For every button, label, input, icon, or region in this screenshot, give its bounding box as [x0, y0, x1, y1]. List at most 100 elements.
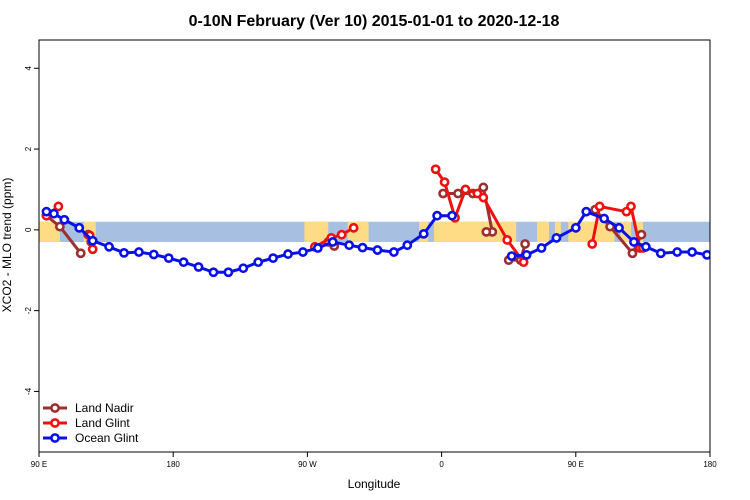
- legend-item: Land Glint: [43, 416, 130, 430]
- data-point: [599, 213, 610, 224]
- series-line: [434, 168, 525, 264]
- x-tick-label: 0: [439, 460, 444, 469]
- legend-label: Land Nadir: [75, 401, 134, 415]
- data-point: [75, 248, 86, 259]
- data-point: [336, 229, 347, 240]
- data-point: [672, 247, 683, 257]
- data-point: [388, 247, 399, 257]
- data-point: [447, 210, 457, 221]
- data-point: [418, 228, 429, 239]
- data-point: [134, 247, 144, 257]
- series-land-glint: [41, 164, 648, 268]
- data-point: [453, 188, 463, 199]
- data-point: [478, 182, 489, 193]
- land-region: [304, 221, 329, 242]
- land-region: [537, 221, 549, 242]
- data-point: [430, 164, 441, 175]
- legend-item: Land Nadir: [43, 401, 134, 415]
- data-point: [163, 253, 174, 264]
- data-point: [439, 177, 450, 188]
- y-axis: -4 -2 0 2 4: [24, 66, 39, 395]
- y-axis-label: XCO2 - MLO trend (ppm): [0, 178, 14, 313]
- data-point: [627, 248, 638, 259]
- data-point: [594, 201, 605, 212]
- legend-label: Land Glint: [75, 416, 130, 430]
- data-point: [702, 249, 710, 260]
- data-point: [478, 192, 489, 203]
- data-point: [283, 249, 293, 259]
- data-point: [87, 244, 98, 255]
- x-axis-label: Longitude: [348, 477, 401, 491]
- data-point: [148, 249, 159, 260]
- data-point: [268, 253, 279, 264]
- data-point: [640, 241, 651, 252]
- data-point: [348, 222, 359, 233]
- y-tick-label: 4: [24, 66, 33, 71]
- legend-item: Ocean Glint: [43, 431, 139, 445]
- plot-area: [39, 164, 722, 278]
- y-tick-label: 0: [24, 227, 33, 232]
- data-point: [223, 267, 234, 278]
- series-line: [314, 226, 355, 249]
- data-point: [481, 226, 492, 237]
- data-point: [570, 222, 581, 233]
- data-point: [402, 240, 413, 251]
- x-axis: 90 E 180 90 W 0 90 E 180: [31, 452, 717, 469]
- data-point: [253, 257, 264, 268]
- x-tick-label: 90 E: [568, 460, 584, 469]
- data-point: [372, 245, 383, 255]
- data-point: [238, 263, 249, 274]
- data-point: [626, 201, 636, 212]
- data-point: [87, 235, 98, 246]
- data-point: [54, 221, 65, 232]
- land-region: [434, 221, 517, 242]
- data-point: [432, 210, 443, 221]
- legend-swatch-marker: [50, 403, 60, 413]
- data-point: [715, 254, 722, 261]
- data-point: [104, 241, 114, 252]
- data-point: [587, 239, 598, 249]
- chart-title: 0-10N February (Ver 10) 2015-01-01 to 20…: [189, 13, 560, 30]
- x-tick-label: 180: [703, 460, 717, 469]
- plot-frame: [38, 39, 711, 453]
- data-point: [344, 240, 355, 251]
- x-tick-label: 90 E: [31, 460, 47, 469]
- data-point: [520, 239, 531, 249]
- data-point: [629, 237, 639, 247]
- data-point: [506, 251, 517, 261]
- data-point: [460, 184, 471, 195]
- data-point: [53, 201, 64, 212]
- data-point: [551, 233, 562, 243]
- data-point: [119, 247, 129, 258]
- y-tick-label: -2: [24, 307, 33, 315]
- data-point: [327, 237, 338, 247]
- data-point: [74, 222, 85, 233]
- data-point: [298, 247, 308, 257]
- series-ocean-glint: [41, 206, 722, 278]
- x-tick-label: 180: [167, 460, 181, 469]
- series-lines: [41, 164, 722, 278]
- data-point: [687, 247, 698, 257]
- data-point: [59, 214, 70, 225]
- land-region: [39, 221, 60, 242]
- data-point: [502, 235, 513, 245]
- data-point: [357, 242, 368, 253]
- data-point: [49, 208, 59, 219]
- y-tick-label: 2: [24, 146, 33, 151]
- legend-label: Ocean Glint: [75, 431, 139, 445]
- legend-swatch-marker: [50, 418, 60, 428]
- legend-swatch-marker: [50, 433, 60, 443]
- data-point: [178, 257, 189, 268]
- data-point: [536, 243, 547, 253]
- data-point: [41, 206, 52, 217]
- data-point: [655, 248, 666, 259]
- data-point: [208, 267, 219, 278]
- data-point: [581, 206, 592, 217]
- x-tick-label: 90 W: [298, 460, 317, 469]
- data-point: [521, 249, 532, 260]
- land-region: [620, 221, 631, 242]
- land-region: [554, 221, 561, 242]
- data-point: [312, 243, 323, 253]
